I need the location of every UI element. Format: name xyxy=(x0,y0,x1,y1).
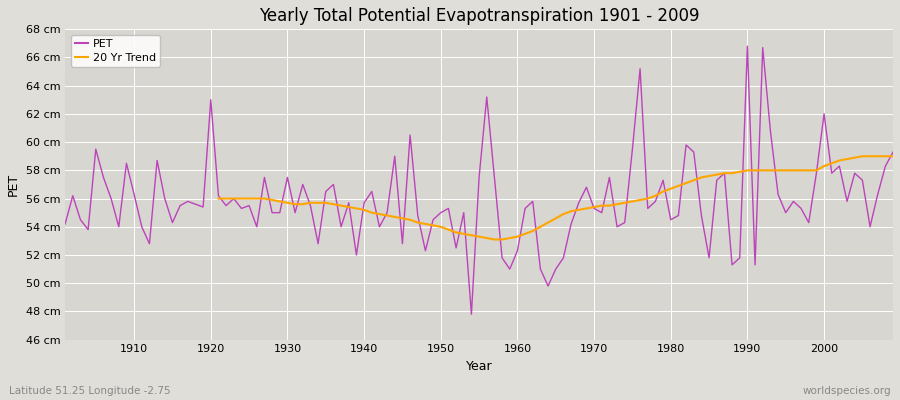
Y-axis label: PET: PET xyxy=(7,173,20,196)
Text: worldspecies.org: worldspecies.org xyxy=(803,386,891,396)
Title: Yearly Total Potential Evapotranspiration 1901 - 2009: Yearly Total Potential Evapotranspiratio… xyxy=(259,7,699,25)
Text: Latitude 51.25 Longitude -2.75: Latitude 51.25 Longitude -2.75 xyxy=(9,386,171,396)
X-axis label: Year: Year xyxy=(466,360,492,373)
Legend: PET, 20 Yr Trend: PET, 20 Yr Trend xyxy=(71,35,160,67)
